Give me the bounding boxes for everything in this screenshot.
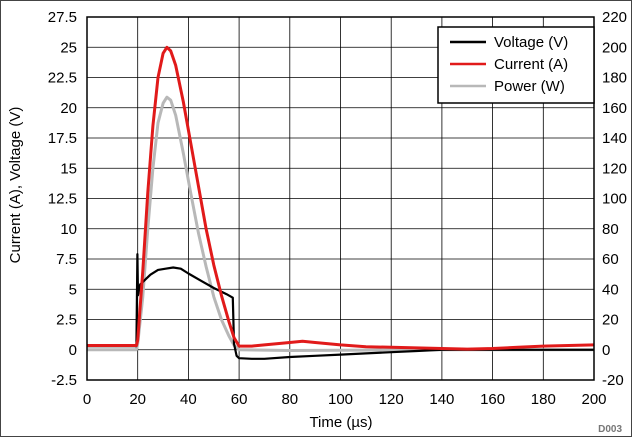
series-line-voltage [87,253,594,360]
y2-tick-label: -20 [602,372,624,389]
y-tick-label: 15 [60,160,77,177]
y2-axis-ticks: -20 0 20 40 60 80 100 120 140 160 180 200 220 [602,9,627,389]
y2-tick-label: 40 [602,281,619,298]
x-tick-label: 80 [281,391,298,408]
x-tick-label: 20 [129,391,146,408]
x-tick-label: 200 [581,391,606,408]
legend-label-current: Current (A) [494,56,568,73]
x-tick-label: 60 [231,391,248,408]
x-tick-label: 140 [429,391,454,408]
y-tick-label: 20 [60,100,77,117]
y2-tick-label: 80 [602,221,619,238]
y2-tick-label: 140 [602,130,627,147]
series-line-power [87,95,594,352]
legend-label-voltage: Voltage (V) [494,34,568,51]
y2-tick-label: 200 [602,39,627,56]
y-tick-label: 12.5 [48,191,77,208]
y-axis-ticks: -2.5 0 2.5 5 7.5 10 12.5 15 17.5 20 22.5 25 27.5 [48,9,77,389]
x-tick-label: 160 [480,391,505,408]
y-tick-label: 22.5 [48,70,77,87]
y-tick-label: -2.5 [51,372,77,389]
y2-tick-label: 120 [602,160,627,177]
x-axis-ticks: 0 20 40 60 80 100 120 140 160 180 200 [83,391,607,408]
x-tick-label: 0 [83,391,91,408]
y2-tick-label: 100 [602,191,627,208]
plot-border [86,16,595,381]
y-tick-label: 2.5 [56,312,77,329]
figure-id: D003 [598,424,622,435]
legend: Voltage (V) Current (A) Power (W) [437,26,595,104]
y2-tick-label: 220 [602,9,627,26]
x-tick-label: 100 [328,391,353,408]
y2-tick-label: 60 [602,251,619,268]
y-axis-title: Current (A), Voltage (V) [7,107,24,264]
y-tick-label: 27.5 [48,9,77,26]
y-tick-label: 5 [69,281,77,298]
y-tick-label: 0 [69,342,77,359]
y2-tick-label: 160 [602,100,627,117]
y-tick-label: 25 [60,39,77,56]
series-layer [87,45,595,360]
x-tick-label: 40 [180,391,197,408]
x-tick-label: 120 [379,391,404,408]
y2-tick-label: 0 [602,342,610,359]
x-axis-title: Time (µs) [309,414,372,431]
x-tick-label: 180 [531,391,556,408]
y-tick-label: 10 [60,221,77,238]
y-tick-label: 17.5 [48,130,77,147]
y2-tick-label: 180 [602,70,627,87]
series-line-current [87,45,595,351]
y-tick-label: 7.5 [56,251,77,268]
legend-label-power: Power (W) [494,78,565,95]
y2-tick-label: 20 [602,312,619,329]
